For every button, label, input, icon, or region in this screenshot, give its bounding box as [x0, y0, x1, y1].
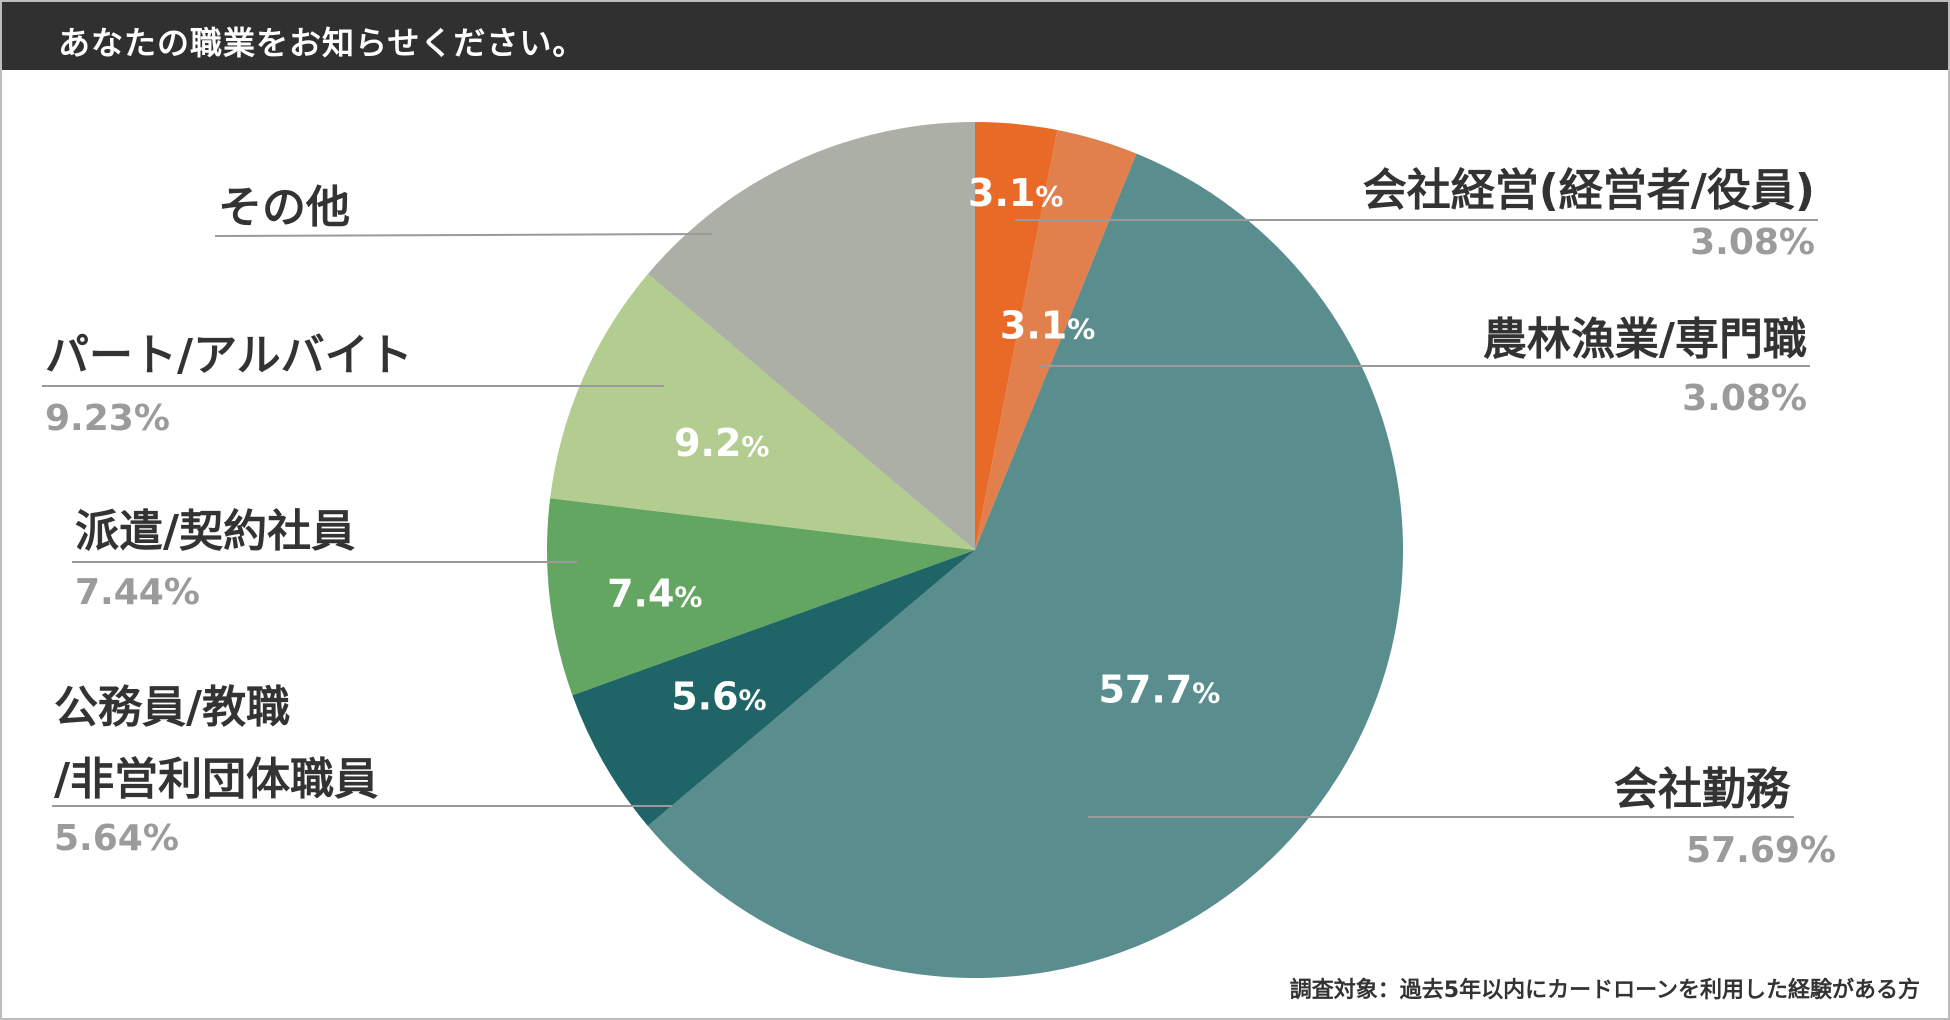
- slice-value-label-5: 9.2%: [674, 421, 769, 465]
- slice-value-label-0: 3.1%: [968, 171, 1063, 215]
- pie-slice-3: [572, 550, 975, 826]
- category-label-6: その他: [218, 182, 350, 233]
- category-percent-3: 5.64%: [54, 818, 179, 859]
- pie-slice-2: [647, 153, 1404, 979]
- slice-value-label-2: 57.7%: [1098, 667, 1220, 711]
- category-label-2: 会社勤務: [1614, 764, 1791, 815]
- slice-value-label-4: 7.4%: [607, 572, 702, 616]
- slice-value-label-1: 3.1%: [1000, 303, 1095, 347]
- pie-slice-0: [975, 122, 1058, 550]
- chart-title: あなたの職業をお知らせください。: [58, 24, 586, 62]
- survey-footnote: 調査対象：過去5年以内にカードローンを利用した経験がある方: [1289, 978, 1920, 1003]
- header-bar: あなたの職業をお知らせください。: [2, 2, 1948, 70]
- category-label-3-line-1: /非営利団体職員: [54, 754, 378, 805]
- category-percent-4: 7.44%: [75, 572, 200, 613]
- pie-slice-1: [975, 129, 1137, 551]
- category-label-1: 農林漁業/専門職: [1483, 314, 1807, 365]
- pie-slice-6: [647, 121, 975, 550]
- category-percent-2: 57.69%: [1686, 830, 1836, 871]
- pie-slice-5: [550, 273, 975, 550]
- category-label-0: 会社経営(経営者/役員): [1363, 165, 1815, 216]
- category-label-3-line-0: 公務員/教職: [54, 682, 290, 733]
- slice-value-label-3: 5.6%: [671, 675, 766, 719]
- leader-line-6: [214, 233, 713, 237]
- category-label-5: パート/アルバイト: [45, 330, 413, 381]
- category-label-4: 派遣/契約社員: [75, 506, 355, 557]
- category-percent-5: 9.23%: [45, 398, 170, 439]
- category-percent-1: 3.08%: [1682, 378, 1807, 419]
- pie-slice-4: [546, 498, 975, 696]
- category-percent-0: 3.08%: [1690, 222, 1815, 263]
